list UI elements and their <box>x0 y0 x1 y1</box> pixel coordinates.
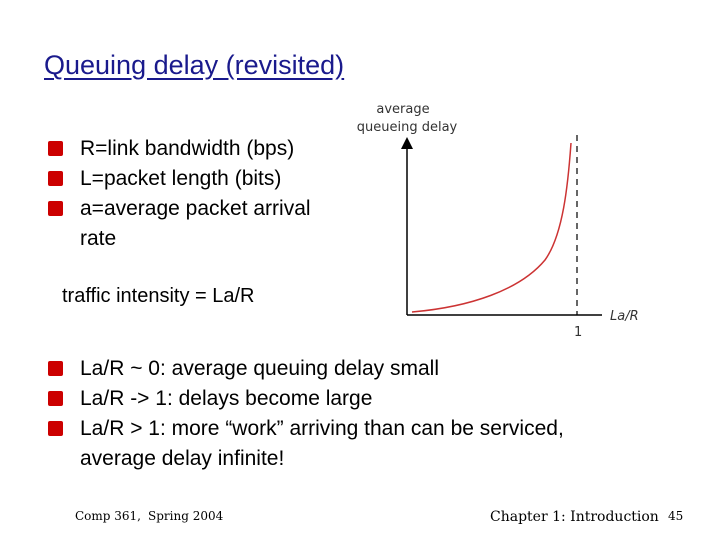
x-axis-label: La/R <box>610 309 639 324</box>
y-axis-label-line1: average <box>376 102 429 117</box>
delay-curve <box>411 142 572 313</box>
traffic-intensity-formula: traffic intensity = La/R <box>62 285 255 307</box>
list-item: La/R -> 1: delays become large <box>46 384 566 414</box>
footer-chapter: Chapter 1: Introduction <box>490 509 659 525</box>
list-item: La/R > 1: more “work” arriving than can … <box>46 414 566 474</box>
bullet-square-icon <box>48 141 63 156</box>
bullet-square-icon <box>48 361 63 376</box>
bullet-text: a=average packet arrival rate <box>80 197 311 250</box>
footer-term: Spring 2004 <box>148 509 224 523</box>
bullet-text: La/R > 1: more “work” arriving than can … <box>80 417 564 470</box>
slide-title: Queuing delay (revisited) <box>44 50 345 80</box>
bullet-square-icon <box>48 391 63 406</box>
queueing-delay-graph: average queueing delay 1 La/R <box>357 102 639 340</box>
page-number: 45 <box>668 509 684 523</box>
y-axis-label-line2: queueing delay <box>357 120 458 135</box>
bullet-text: L=packet length (bits) <box>80 167 282 190</box>
list-item: La/R ~ 0: average queuing delay small <box>46 354 566 384</box>
bullet-square-icon <box>48 171 63 186</box>
bullet-text: La/R -> 1: delays become large <box>80 387 373 410</box>
bullet-text: R=link bandwidth (bps) <box>80 137 295 160</box>
x-tick-label: 1 <box>574 325 582 340</box>
bullet-text: La/R ~ 0: average queuing delay small <box>80 357 439 380</box>
bullet-list-definitions: R=link bandwidth (bps) L=packet length (… <box>46 134 346 254</box>
bullet-list-cases: La/R ~ 0: average queuing delay small La… <box>46 354 566 474</box>
list-item: R=link bandwidth (bps) <box>46 134 346 164</box>
bullet-square-icon <box>48 201 63 216</box>
bullet-square-icon <box>48 421 63 436</box>
list-item: L=packet length (bits) <box>46 164 346 194</box>
list-item: a=average packet arrival rate <box>46 194 346 254</box>
footer-course: Comp 361, <box>75 509 141 523</box>
